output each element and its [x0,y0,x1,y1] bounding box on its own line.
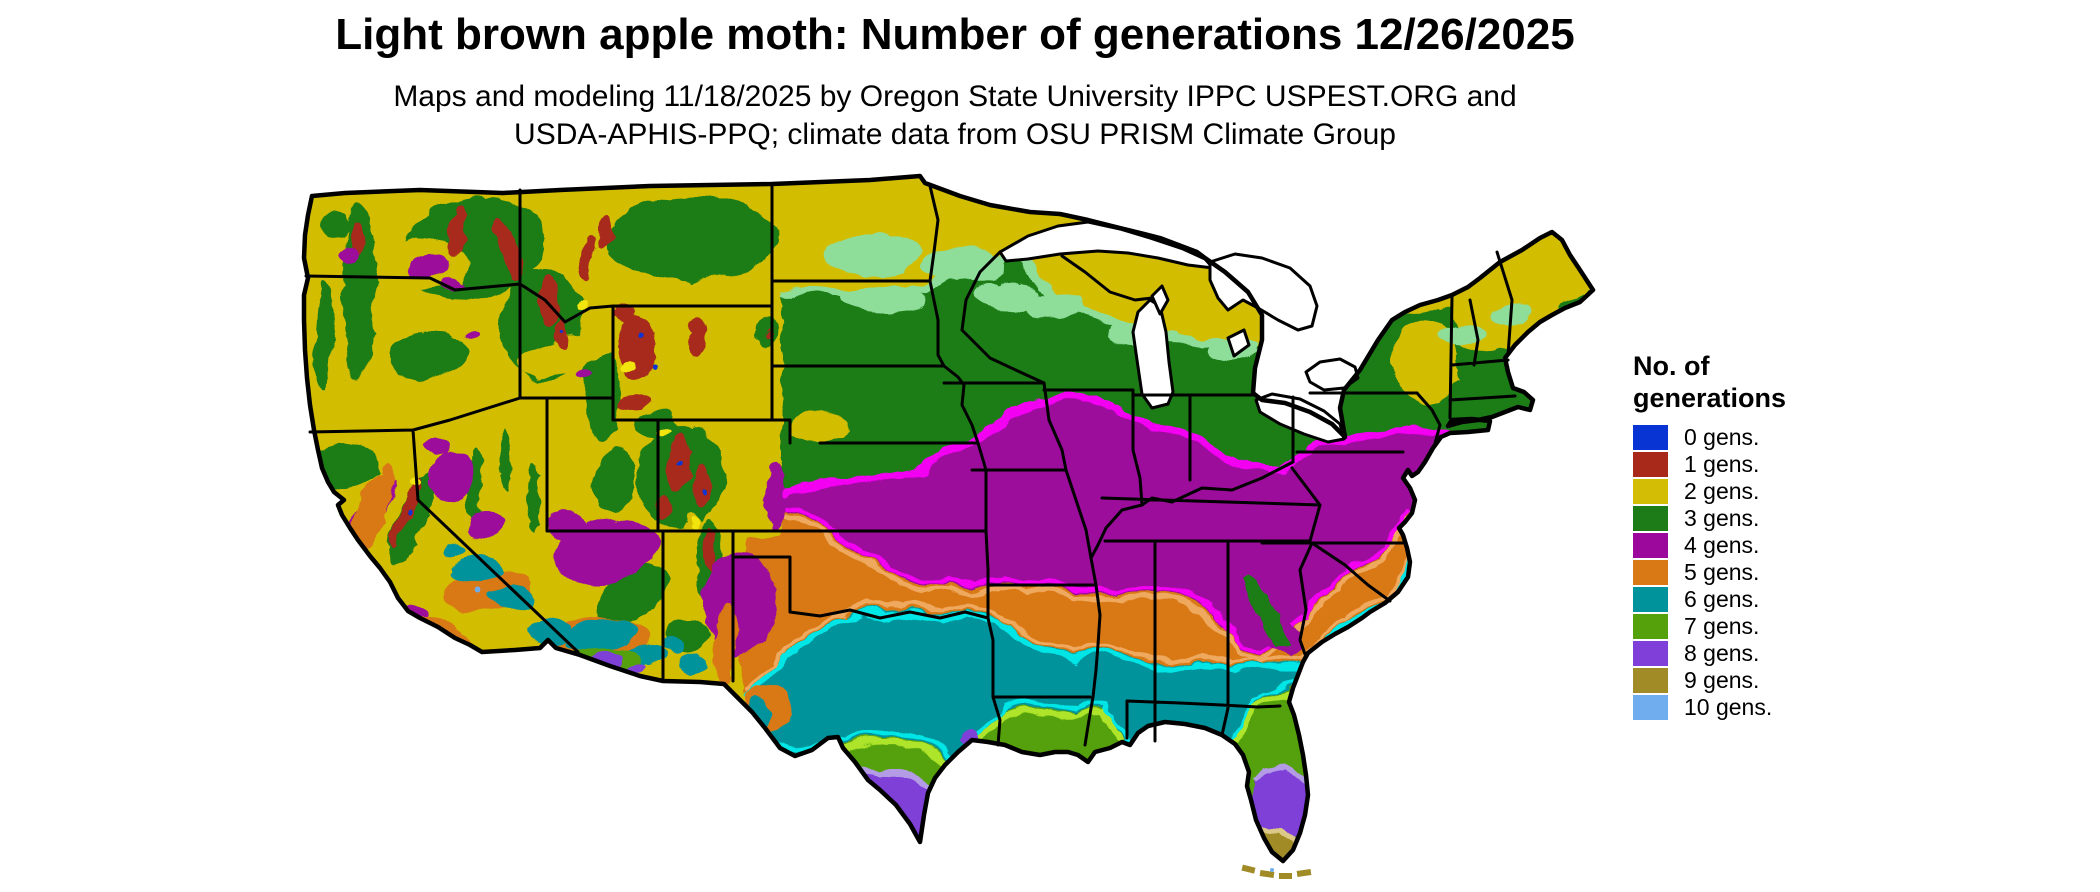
legend-swatch-9-gens [1633,667,1668,693]
snake-plain-gold [516,331,608,373]
legend-title-line2: generations [1633,383,1787,413]
legend-swatch-7-gens [1633,613,1668,639]
legend-item-3: 3 gens. [1633,505,1933,531]
western-1-gen-highlands [345,202,769,570]
legend-swatch-10-gens [1633,694,1668,720]
zone-5-gens-band [740,498,1593,694]
western-6-gens-deserts [438,541,766,738]
alpine-0-gens-dots [401,327,701,513]
legend-item-10: 10 gens. [1633,694,1933,720]
legend-item-4: 4 gens. [1633,532,1933,558]
page-title: Light brown apple moth: Number of genera… [0,10,1910,60]
legend-item-1: 1 gens. [1633,451,1933,477]
zone-4-gens-band [740,391,1593,655]
legend-item-5: 5 gens. [1633,559,1933,585]
nebraska-gold-patch [787,411,843,439]
zone-8-gens-florida [1246,764,1307,840]
legend-swatch-8-gens [1633,640,1668,666]
appalachian-3-gens-ridge [1236,570,1288,644]
map-subtitle: Maps and modeling 11/18/2025 by Oregon S… [0,78,1910,154]
us-outline [301,173,1596,864]
legend-item-7: 7 gens. [1633,613,1933,639]
legend-swatch-1-gens [1633,451,1668,477]
legend-label-10-gens: 10 gens. [1684,693,1773,720]
legend-title-line1: No. of [1633,351,1710,381]
legend-swatch-5-gens [1633,559,1668,585]
legend-swatch-6-gens [1633,586,1668,612]
legend-label-8-gens: 8 gens. [1684,639,1760,666]
catskills-2-gens [1410,373,1446,397]
zone-3-gens-band [740,238,1593,496]
subtitle-line-1: Maps and modeling 11/18/2025 by Oregon S… [393,80,1517,113]
legend-swatch-3-gens [1633,505,1668,531]
lake-ontario [1304,357,1360,392]
green-bay [1150,284,1170,316]
legend-item-9: 9 gens. [1633,667,1933,693]
legend-item-0: 0 gens. [1633,424,1933,450]
legend-title: No. of generations [1633,350,1933,414]
map-fill-layer [304,176,1593,861]
lake-huron [1208,252,1319,332]
legend-label-3-gens: 3 gens. [1684,504,1760,531]
map-title: Light brown apple moth: Number of genera… [335,10,1575,59]
florida-keys-9-gens [1241,864,1312,879]
legend-swatch-2-gens [1633,478,1668,504]
legend-label-0-gens: 0 gens. [1684,423,1760,450]
legend-swatch-0-gens [1633,424,1668,450]
legend-item-8: 8 gens. [1633,640,1933,666]
legend-label-5-gens: 5 gens. [1684,558,1760,585]
legend: No. of generations 0 gens. 1 gens. 2 gens.… [1633,350,1933,721]
subtitle-line-2: USDA-APHIS-PPQ; climate data from OSU PR… [514,118,1396,151]
legend-label-9-gens: 9 gens. [1684,666,1760,693]
legend-item-2: 2 gens. [1633,478,1933,504]
legend-label-7-gens: 7 gens. [1684,612,1760,639]
legend-label-2-gens: 2 gens. [1684,477,1760,504]
legend-rows: 0 gens. 1 gens. 2 gens. 3 gens. 4 gens. 5 gen… [1633,424,1933,720]
saginaw-bay [1226,328,1251,358]
bright-yellow-accents [406,298,695,525]
legend-label-6-gens: 6 gens. [1684,585,1760,612]
legend-item-6: 6 gens. [1633,586,1933,612]
state-borders [304,182,1517,747]
legend-swatch-4-gens [1633,532,1668,558]
legend-label-1-gens: 1 gens. [1684,450,1760,477]
legend-label-4-gens: 4 gens. [1684,531,1760,558]
